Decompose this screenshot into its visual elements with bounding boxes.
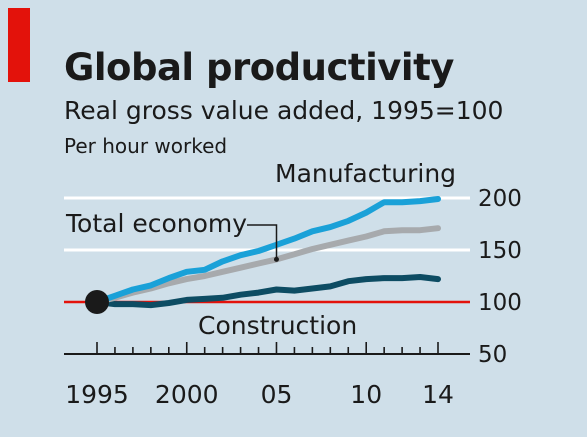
y-tick-label: 200 [478, 186, 522, 212]
series-label-construction: Construction [198, 311, 357, 340]
leader-dot-total-economy [273, 256, 279, 262]
base-point-dot [85, 290, 109, 314]
brand-red-tab [8, 8, 30, 82]
x-tick-label: 2000 [155, 380, 219, 409]
unit-note: Per hour worked [64, 134, 228, 158]
series-label-manufacturing: Manufacturing [275, 159, 456, 188]
x-tick-label: 1995 [65, 380, 129, 409]
y-tick-label: 50 [478, 342, 507, 368]
x-tick-label: 05 [261, 380, 293, 409]
y-tick-label: 100 [478, 290, 522, 316]
x-tick-label: 14 [422, 380, 454, 409]
series-line-construction [94, 274, 441, 309]
y-tick-label: 150 [478, 238, 522, 264]
x-tick-label: 10 [350, 380, 382, 409]
series-label-total-economy: Total economy [65, 209, 247, 238]
chart-title: Global productivity [64, 46, 454, 89]
series-line-total-economy [94, 225, 441, 305]
leader-line-total-economy [247, 224, 278, 260]
chart-subtitle: Real gross value added, 1995=100 [64, 96, 504, 125]
series-line-manufacturing [94, 196, 441, 305]
